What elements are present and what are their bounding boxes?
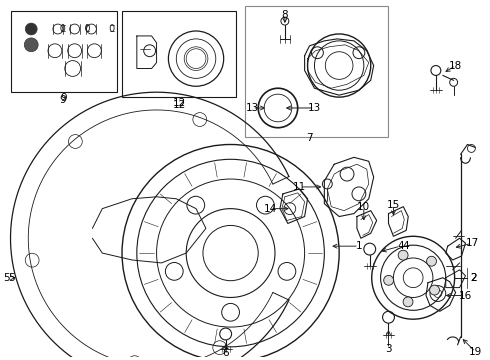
Bar: [11, 11, 117, 92]
Text: 2: 2: [470, 273, 477, 283]
Circle shape: [427, 256, 437, 266]
Text: 13: 13: [308, 103, 321, 113]
Text: 15: 15: [387, 200, 400, 210]
Text: 18: 18: [449, 60, 462, 71]
Text: 13: 13: [245, 103, 259, 113]
Bar: [122, 11, 236, 97]
Text: 5: 5: [8, 273, 15, 283]
Circle shape: [384, 275, 393, 285]
Text: 3: 3: [385, 344, 392, 354]
Text: 7: 7: [306, 132, 313, 143]
Circle shape: [24, 38, 38, 52]
Text: 2: 2: [470, 273, 477, 283]
Text: 14: 14: [264, 204, 277, 213]
Text: 8: 8: [282, 10, 288, 20]
Text: 5: 5: [3, 273, 9, 283]
Text: 17: 17: [466, 238, 479, 248]
Circle shape: [25, 23, 37, 35]
Text: 19: 19: [469, 347, 482, 357]
Text: 12: 12: [172, 98, 186, 108]
Text: 11: 11: [293, 182, 306, 192]
Bar: [245, 6, 389, 136]
Text: 1: 1: [356, 241, 362, 251]
Text: 12: 12: [172, 100, 186, 110]
Text: 4: 4: [397, 241, 404, 251]
Text: 10: 10: [357, 202, 370, 212]
Circle shape: [430, 285, 440, 295]
Text: 16: 16: [459, 291, 472, 301]
Text: 6: 6: [222, 348, 229, 358]
Circle shape: [403, 297, 413, 307]
Circle shape: [398, 250, 408, 260]
Text: 9: 9: [60, 93, 67, 103]
Text: 9: 9: [59, 95, 66, 105]
Text: 4: 4: [402, 241, 409, 251]
